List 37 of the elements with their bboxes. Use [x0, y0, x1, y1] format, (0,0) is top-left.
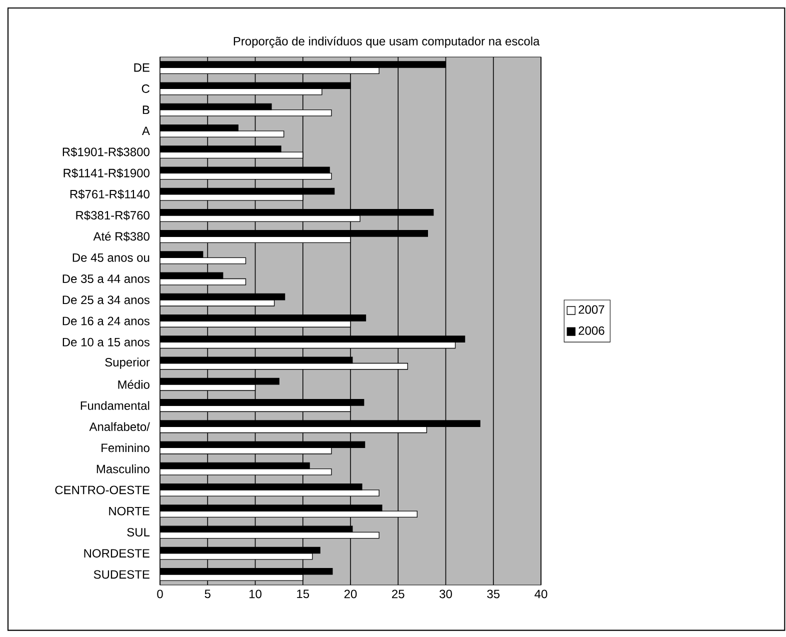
x-tick-label: 15 [297, 590, 310, 598]
x-tick-label: 0 [157, 590, 163, 598]
y-tick-label: C [142, 84, 150, 93]
legend-label: 2006 [578, 326, 604, 335]
x-tick-label: 25 [392, 590, 404, 598]
y-tick-label: R$1901-R$3800 [62, 147, 150, 157]
y-tick-label: NORTE [109, 506, 150, 516]
y-tick-label: NORDESTE [84, 549, 150, 558]
y-tick-label: Masculino [96, 464, 150, 474]
y-tick-label: Superior [105, 358, 150, 369]
y-tick-label: Analfabeto/ [89, 422, 150, 432]
x-tick-label: 10 [249, 590, 262, 598]
y-tick-label: B [142, 106, 150, 114]
x-tick-label: 20 [344, 590, 357, 598]
y-tick-label: Fundamental [80, 401, 150, 410]
x-tick-label: 30 [440, 590, 452, 598]
y-tick-label: CENTRO-OESTE [55, 486, 150, 494]
y-tick-label: A [142, 126, 150, 136]
legend-label: 2007 [578, 305, 604, 314]
y-tick-label: Feminino [102, 443, 150, 452]
x-tick-label: 35 [487, 590, 500, 598]
y-tick-label: SUL [127, 528, 150, 536]
y-tick-label: De 16 a 24 anos [62, 316, 150, 326]
y-tick-label: R$761-R$1140 [70, 189, 150, 200]
y-tick-label: De 10 a 15 anos [62, 338, 150, 346]
y-tick-label: Médio [118, 380, 150, 389]
chart-title: Proporção de indivíduos que usam computador na escola [234, 36, 540, 48]
x-tick-label: 5 [204, 590, 210, 598]
y-tick-label: De 25 a 34 anos [62, 296, 150, 304]
y-tick-label: DE [134, 63, 150, 72]
y-tick-label: R$381-R$760 [76, 210, 150, 220]
y-tick-label: R$1141-R$1900 [64, 168, 150, 178]
x-tick-label: 40 [534, 590, 548, 598]
y-tick-label: SUDESTE [94, 570, 150, 579]
y-tick-label: De 45 anos ou [72, 253, 150, 262]
y-tick-label: Até R$380 [93, 232, 150, 242]
y-tick-label: De 35 a 44 anos [62, 274, 150, 284]
